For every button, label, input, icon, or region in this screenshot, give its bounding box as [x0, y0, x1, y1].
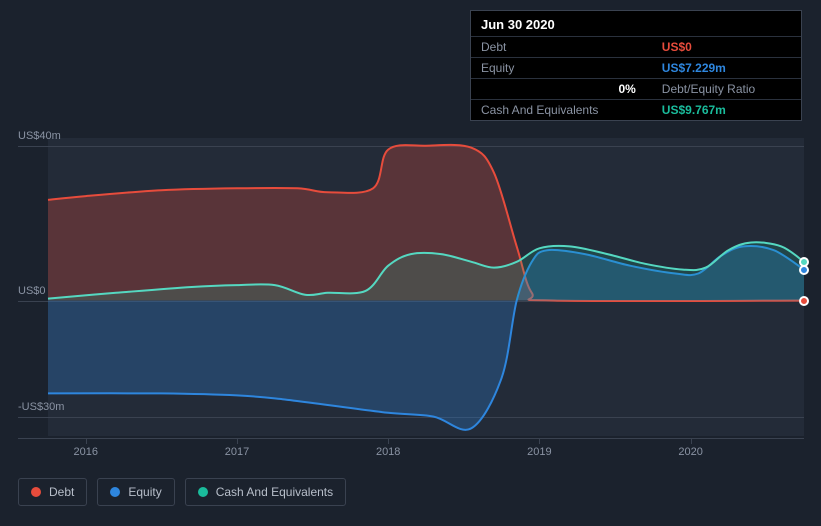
tooltip-cash-label: Cash And Equivalents — [471, 100, 652, 121]
x-axis-line — [18, 438, 804, 439]
legend: Debt Equity Cash And Equivalents — [18, 478, 346, 506]
legend-label: Debt — [49, 485, 74, 499]
y-axis-label: US$0 — [18, 285, 46, 297]
x-axis: 2016 2017 2018 2019 2020 — [18, 442, 804, 462]
x-axis-label: 2020 — [678, 446, 702, 458]
tooltip-equity-value: US$7.229m — [652, 58, 801, 79]
legend-item-equity[interactable]: Equity — [97, 478, 174, 506]
legend-label: Cash And Equivalents — [216, 485, 333, 499]
tooltip-debt-value: US$0 — [652, 37, 801, 58]
legend-item-cash[interactable]: Cash And Equivalents — [185, 478, 346, 506]
chart-area[interactable]: US$40mUS$0-US$30m — [18, 132, 804, 438]
x-axis-label: 2019 — [527, 446, 551, 458]
x-tick-mark — [691, 438, 692, 444]
hover-tooltip: Jun 30 2020 Debt US$0 Equity US$7.229m 0… — [470, 10, 802, 121]
x-tick-mark — [539, 438, 540, 444]
tooltip-date: Jun 30 2020 — [471, 11, 801, 36]
tooltip-cash-value: US$9.767m — [652, 100, 801, 121]
legend-item-debt[interactable]: Debt — [18, 478, 87, 506]
tooltip-ratio-pct: 0% — [618, 82, 641, 96]
legend-label: Equity — [128, 485, 161, 499]
x-axis-label: 2018 — [376, 446, 400, 458]
debt-end-marker — [799, 296, 809, 306]
chart-container: { "tooltip": { "date": "Jun 30 2020", "r… — [0, 0, 821, 526]
x-tick-mark — [388, 438, 389, 444]
x-axis-label: 2017 — [225, 446, 249, 458]
x-axis-label: 2016 — [74, 446, 98, 458]
series-svg — [48, 138, 804, 436]
debt-legend-dot — [31, 487, 41, 497]
tooltip-debt-label: Debt — [471, 37, 652, 58]
cash-legend-dot — [198, 487, 208, 497]
equity-legend-dot — [110, 487, 120, 497]
x-tick-mark — [237, 438, 238, 444]
x-tick-mark — [86, 438, 87, 444]
tooltip-ratio-label: Debt/Equity Ratio — [652, 79, 801, 100]
cash-end-marker — [799, 257, 809, 267]
tooltip-equity-label: Equity — [471, 58, 652, 79]
tooltip-table: Debt US$0 Equity US$7.229m 0% Debt/Equit… — [471, 36, 801, 120]
